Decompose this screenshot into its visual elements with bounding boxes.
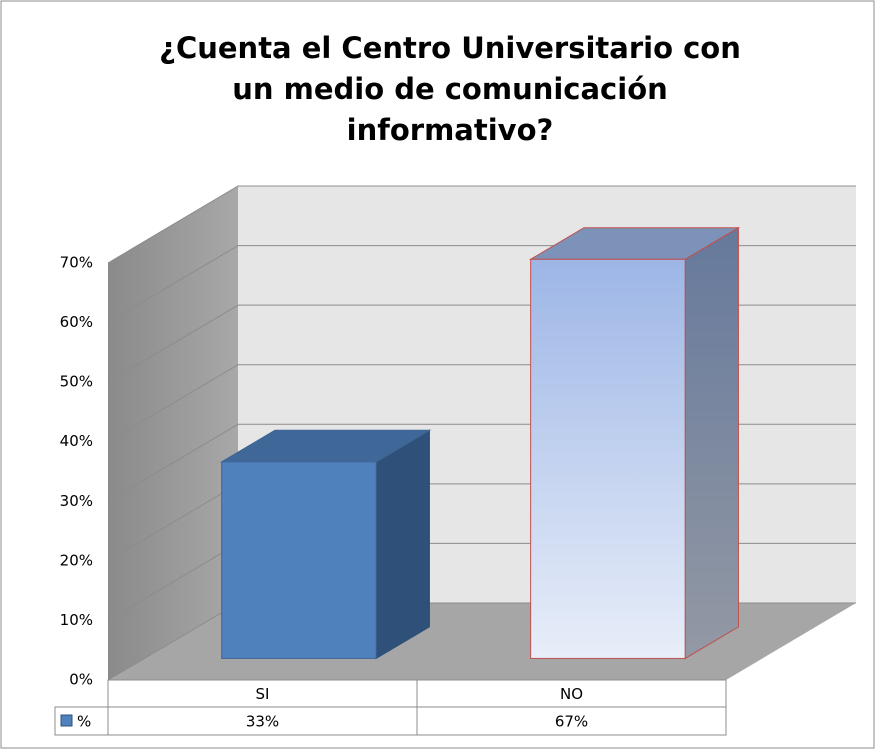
side-wall: [108, 186, 238, 680]
bar-side: [684, 226, 739, 660]
y-tick-label: 50%: [60, 373, 93, 391]
y-tick-label: 30%: [60, 492, 93, 510]
chart-title: ¿Cuenta el Centro Universitario con un m…: [159, 31, 741, 147]
x-tick-label: SI: [256, 685, 270, 703]
bar: [221, 461, 377, 659]
bar-side: [375, 429, 430, 660]
value-label: 67%: [555, 713, 588, 731]
y-tick-label: 10%: [60, 611, 93, 629]
legend-swatch: [60, 714, 73, 727]
y-tick-label: 70%: [60, 254, 93, 272]
y-tick-label: 20%: [60, 551, 93, 569]
legend-label: %: [77, 713, 91, 731]
value-label: 33%: [246, 713, 279, 731]
x-tick-label: NO: [560, 685, 583, 703]
bar: [530, 258, 686, 659]
y-tick-label: 0%: [69, 671, 93, 689]
y-tick-label: 40%: [60, 432, 93, 450]
grid-line: [107, 185, 856, 264]
y-tick-label: 60%: [60, 313, 93, 331]
floor: [108, 603, 856, 680]
